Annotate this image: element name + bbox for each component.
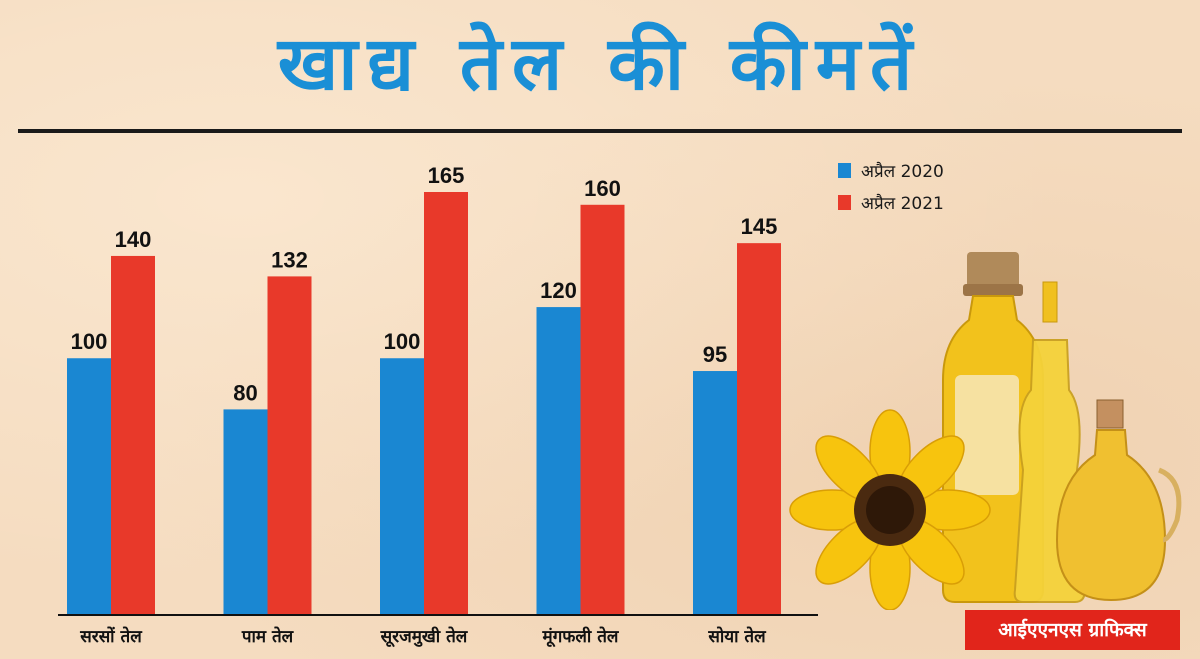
data-label-5-series-1: 95: [703, 342, 727, 367]
bar-3-series-1: [380, 358, 424, 614]
legend-swatch-april-2021: [838, 194, 851, 210]
legend-item-april-2021: अप्रैल 2021: [838, 186, 944, 218]
legend-swatch-april-2020: [838, 162, 851, 178]
data-label-2-series-1: 80: [233, 380, 257, 405]
bar-1-series-1: [67, 358, 111, 614]
data-label-4-series-1: 120: [540, 278, 577, 303]
oil-bottles-sunflower-illustration: [789, 252, 1182, 610]
credit-badge: आईएएनएस ग्राफिक्स: [965, 610, 1180, 650]
data-label-3-series-1: 100: [384, 329, 421, 354]
x-tick-label-4: मूंगफली तेल: [542, 626, 620, 648]
legend: अप्रैल 2020 अप्रैल 2021: [838, 154, 944, 218]
sunflower: [789, 409, 991, 610]
x-tick-label-5: सोया तेल: [707, 626, 767, 647]
bar-1-series-2: [111, 255, 155, 614]
bar-4-series-1: [536, 307, 581, 614]
legend-item-april-2020: अप्रैल 2020: [838, 154, 944, 186]
data-label-5-series-2: 145: [741, 214, 778, 239]
legend-label-april-2021: अप्रैल 2021: [861, 193, 944, 214]
bar-2-series-2: [267, 276, 312, 614]
data-label-1-series-2: 140: [115, 227, 152, 252]
chart-title: खाद्य तेल की कीमतें: [277, 21, 923, 107]
bar-3-series-2: [424, 192, 468, 614]
bar-5-series-2: [737, 243, 781, 614]
title-divider: [18, 129, 1182, 133]
bar-5-series-1: [693, 371, 737, 614]
bar-4-series-2: [580, 204, 625, 614]
data-label-3-series-2: 165: [428, 163, 465, 188]
data-label-1-series-1: 100: [71, 329, 108, 354]
x-tick-label-1: सरसों तेल: [79, 626, 143, 647]
oil-jug-small: [1055, 399, 1182, 602]
x-tick-label-3: सूरजमुखी तेल: [380, 626, 469, 648]
data-label-4-series-2: 160: [584, 176, 621, 201]
bar-2-series-1: [223, 409, 268, 614]
x-tick-label-2: पाम तेल: [241, 626, 295, 647]
legend-label-april-2020: अप्रैल 2020: [861, 161, 944, 182]
data-label-2-series-2: 132: [271, 247, 308, 272]
